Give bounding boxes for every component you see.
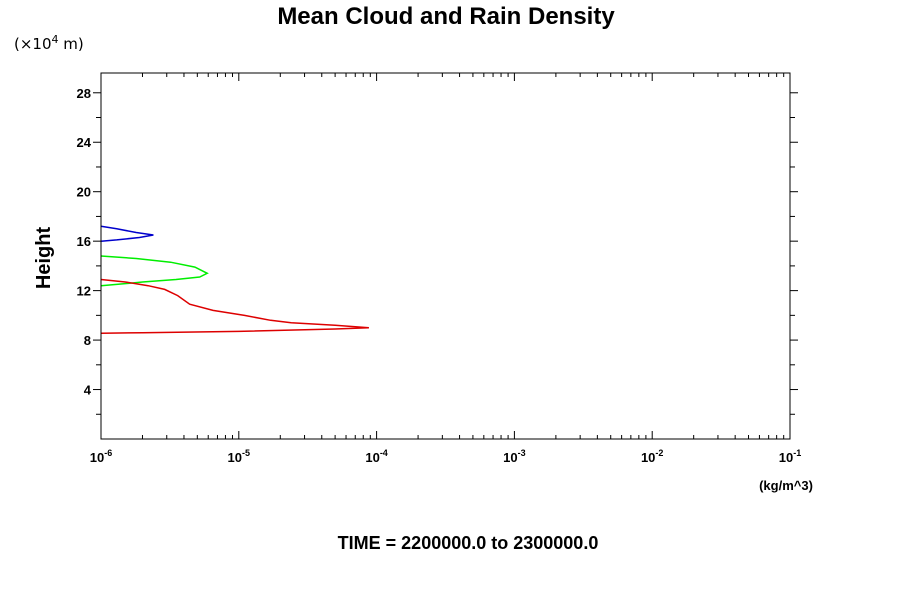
x-tick-exponent: -6 [104,448,112,458]
x-tick-label: 10-4 [365,448,387,465]
x-tick-label: 10-2 [641,448,663,465]
y-tick-label: 20 [77,185,91,200]
y-axis-unit: (×104 m) [14,33,84,53]
x-tick-base: 10 [365,450,379,465]
tick-marks [93,73,798,439]
x-tick-exponent: -1 [793,448,801,458]
x-tick-exponent: -5 [242,448,250,458]
time-range-footer: TIME = 2200000.0 to 2300000.0 [338,533,599,553]
y-unit-exponent: 4 [52,33,59,46]
series-layer [100,225,369,335]
y-unit-suffix: m) [59,35,84,53]
x-tick-base: 10 [503,450,517,465]
x-tick-exponent: -2 [655,448,663,458]
series-line-1 [100,225,154,242]
y-axis-label: Height [33,227,55,290]
y-tick-label: 4 [84,383,92,398]
y-tick-label: 12 [77,284,91,299]
x-tick-base: 10 [228,450,242,465]
y-tick-label: 16 [77,234,91,249]
x-tick-base: 10 [90,450,104,465]
plot-frame [100,72,791,440]
x-tick-label: 10-1 [779,448,801,465]
series-line-3 [100,278,369,335]
y-tick-label: 8 [84,333,91,348]
y-tick-label: 24 [77,135,92,150]
x-tick-label: 10-5 [228,448,250,465]
x-tick-base: 10 [779,450,793,465]
x-tick-exponent: -4 [380,448,388,458]
y-tick-label: 28 [77,86,91,101]
x-tick-base: 10 [641,450,655,465]
x-tick-label: 10-6 [90,448,112,465]
chart-title: Mean Cloud and Rain Density [277,3,615,30]
y-unit-prefix: (×10 [14,35,52,53]
x-axis-unit: (kg/m^3) [759,478,813,493]
x-tick-label: 10-3 [503,448,525,465]
x-tick-exponent: -3 [518,448,526,458]
